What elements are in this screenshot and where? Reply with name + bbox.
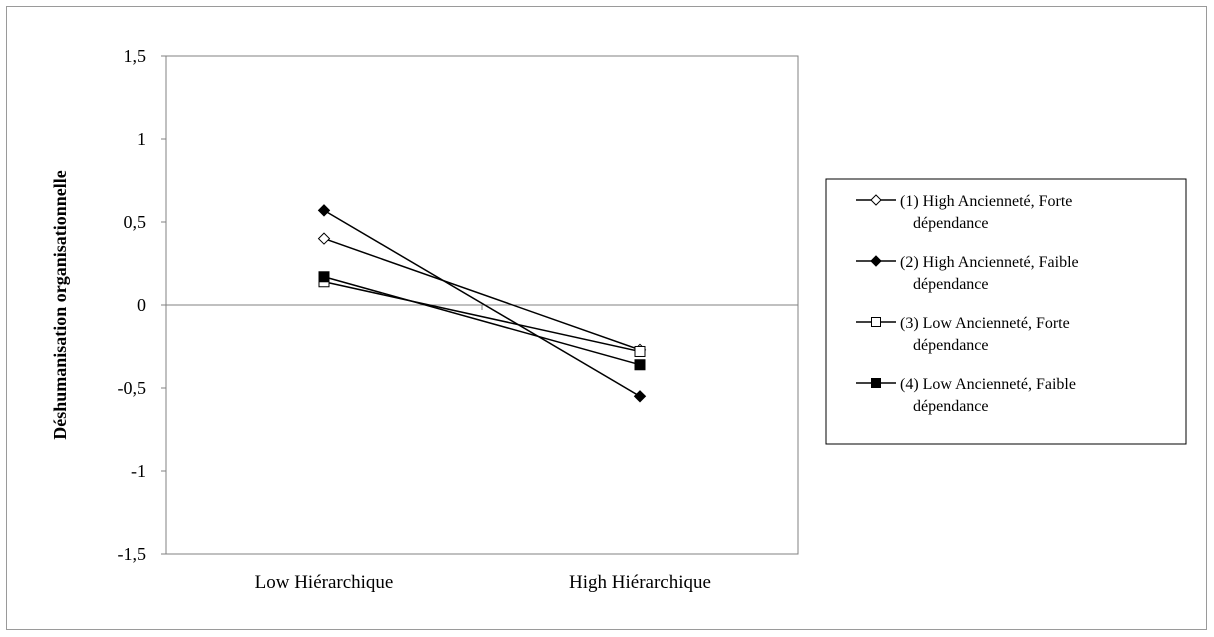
legend-label-cont: dépendance <box>913 215 989 232</box>
y-axis-label: Déshumanisation organisationnelle <box>50 170 70 440</box>
data-point-diamond-open <box>317 232 331 245</box>
legend-label-cont: dépendance <box>913 398 989 415</box>
data-point-diamond-filled <box>633 390 647 403</box>
series-line-2 <box>323 209 641 397</box>
series-lines <box>323 209 641 397</box>
legend-box <box>825 178 1187 445</box>
x-tick-label: High Hiérarchique <box>569 572 711 593</box>
y-tick-label: 0 <box>137 295 146 315</box>
x-axis: Low Hiérarchique High Hiérarchique <box>165 305 799 593</box>
data-point-square-filled <box>871 378 881 388</box>
y-tick-label: -0,5 <box>118 378 147 398</box>
data-point-square-filled <box>634 359 646 371</box>
legend-label: (2) High Ancienneté, Faible <box>900 254 1079 271</box>
series-line-3 <box>323 281 641 353</box>
y-axis: 1,5 1 0,5 0 -0,5 -1 -1,5 <box>118 46 166 564</box>
legend-label: (1) High Ancienneté, Forte <box>900 193 1072 210</box>
legend-label-cont: dépendance <box>913 337 989 354</box>
y-tick-label: -1,5 <box>118 544 147 564</box>
legend: (1) High Ancienneté, Forte dépendance (2) … <box>856 193 1079 415</box>
legend-label: (3) Low Ancienneté, Forte <box>900 315 1070 332</box>
data-point-diamond-filled <box>317 204 331 217</box>
series-line-1 <box>323 237 641 351</box>
y-tick-label: 1 <box>137 129 146 149</box>
data-point-square-filled <box>318 271 330 283</box>
legend-label-cont: dépendance <box>913 276 989 293</box>
legend-label: (4) Low Ancienneté, Faible <box>900 376 1076 393</box>
data-point-diamond-open <box>870 194 882 206</box>
series-line-4 <box>323 276 641 366</box>
data-point-diamond-filled <box>870 255 882 267</box>
series-markers <box>317 204 647 403</box>
data-point-square-open <box>634 345 646 357</box>
y-tick-label: 1,5 <box>124 46 147 66</box>
y-tick-label: -1 <box>131 461 146 481</box>
y-tick-label: 0,5 <box>124 212 147 232</box>
x-tick-label: Low Hiérarchique <box>255 572 394 593</box>
data-point-square-open <box>871 317 881 327</box>
